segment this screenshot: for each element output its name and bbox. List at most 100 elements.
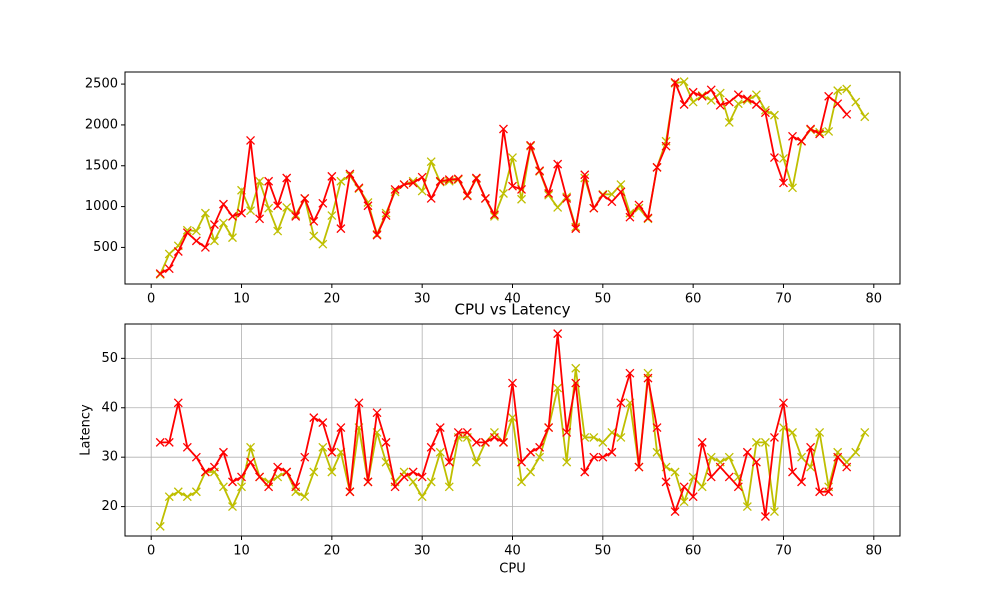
marker: [336, 423, 346, 432]
marker: [462, 191, 472, 201]
marker: [182, 225, 192, 235]
marker: [309, 231, 319, 241]
x-tick-label: 10: [233, 292, 250, 307]
marker: [435, 423, 445, 432]
marker: [697, 437, 707, 447]
x-tick-label: 60: [685, 544, 702, 559]
marker: [354, 183, 364, 193]
marker: [833, 452, 843, 462]
marker: [228, 233, 237, 243]
marker: [273, 201, 283, 211]
y-tick-label: 2000: [85, 117, 118, 132]
marker: [246, 457, 256, 467]
x-tick-label: 0: [147, 292, 155, 307]
marker: [182, 228, 192, 238]
marker: [155, 521, 165, 531]
marker: [544, 189, 554, 198]
marker: [408, 178, 418, 188]
marker: [769, 432, 779, 442]
marker: [643, 373, 653, 383]
marker: [760, 108, 770, 118]
marker: [327, 447, 337, 457]
x-tick-label: 40: [504, 292, 521, 307]
marker: [634, 200, 644, 210]
marker: [652, 447, 662, 457]
marker: [553, 159, 563, 169]
marker: [300, 193, 310, 203]
marker: [679, 497, 689, 507]
marker: [553, 329, 563, 339]
axes-frame: [124, 323, 901, 537]
y-tick-label: 20: [101, 499, 118, 514]
marker: [544, 423, 554, 432]
chart-title: CPU vs Latency: [454, 301, 570, 319]
marker: [851, 447, 861, 457]
marker: [426, 157, 436, 167]
marker: [480, 193, 490, 203]
marker: [155, 269, 165, 279]
x-tick-label: 30: [414, 544, 431, 559]
marker: [372, 230, 382, 240]
marker: [246, 442, 256, 452]
marker: [589, 203, 599, 213]
marker: [453, 428, 463, 437]
marker: [300, 492, 310, 502]
marker: [526, 447, 536, 457]
marker: [426, 193, 436, 203]
marker: [535, 442, 545, 452]
y-tick-label: 30: [101, 450, 118, 465]
x-tick-label: 80: [866, 292, 883, 307]
marker: [842, 84, 852, 94]
marker: [426, 477, 436, 487]
marker: [237, 208, 246, 218]
marker: [218, 218, 228, 228]
marker: [273, 462, 283, 472]
marker: [417, 472, 427, 482]
marker: [715, 88, 725, 98]
marker: [309, 467, 319, 477]
marker: [553, 202, 563, 212]
marker: [535, 452, 545, 462]
marker: [742, 94, 752, 104]
marker: [318, 442, 328, 452]
marker: [625, 212, 635, 222]
y-tick-label: 40: [101, 400, 118, 415]
marker: [218, 482, 228, 492]
marker: [688, 97, 698, 107]
marker: [697, 91, 707, 101]
marker: [318, 239, 328, 249]
marker: [264, 482, 274, 492]
marker: [688, 492, 698, 502]
marker: [471, 437, 481, 447]
marker: [616, 180, 626, 189]
marker: [255, 472, 265, 482]
marker: [769, 153, 779, 163]
marker: [191, 226, 201, 236]
marker: [282, 202, 292, 212]
y-axis-label: Latency: [79, 404, 94, 456]
marker: [851, 97, 861, 107]
marker: [372, 408, 382, 418]
marker: [751, 90, 761, 100]
marker: [453, 174, 463, 184]
axes-frame: [124, 71, 901, 285]
marker: [652, 423, 662, 432]
marker: [508, 413, 517, 423]
x-tick-label: 50: [595, 292, 612, 307]
marker: [489, 432, 499, 442]
marker: [173, 247, 183, 256]
marker: [733, 482, 743, 492]
x-tick-label: 40: [504, 544, 521, 559]
marker: [607, 189, 617, 199]
marker: [390, 482, 400, 492]
y-tick-label: 50: [101, 351, 118, 366]
marker: [417, 186, 427, 196]
marker: [824, 126, 834, 136]
marker: [779, 178, 788, 188]
marker: [200, 208, 210, 218]
marker: [733, 99, 743, 109]
marker: [318, 418, 328, 428]
marker: [815, 428, 825, 437]
x-tick-label: 20: [324, 544, 341, 559]
marker: [779, 398, 788, 408]
